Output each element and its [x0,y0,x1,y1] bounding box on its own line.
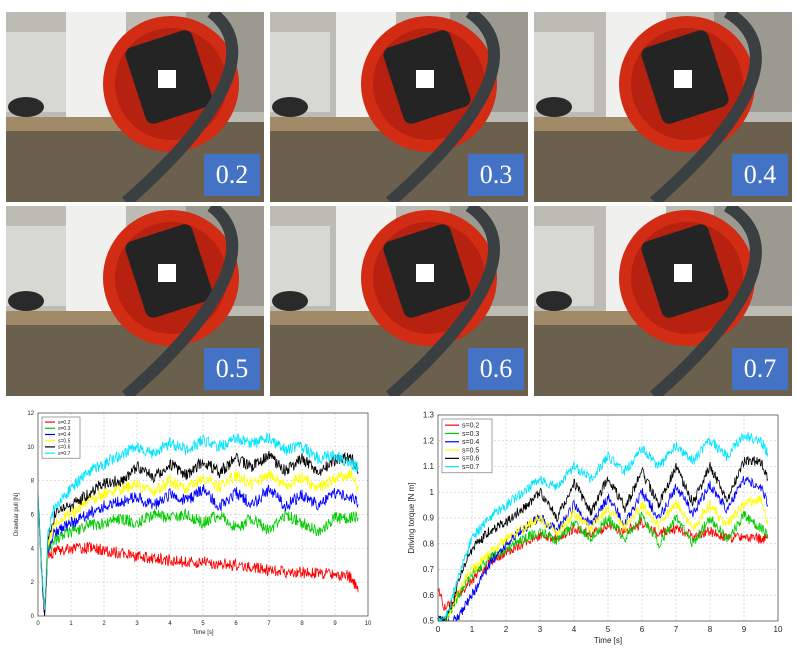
y-tick-label: 8 [31,479,35,485]
x-axis-label: Time [s] [192,630,213,636]
legend-label: s=0.6 [462,456,479,463]
x-tick-label: 2 [504,625,509,634]
x-tick-label: 3 [538,625,543,634]
legend-label: s=0.4 [58,432,71,438]
driving-torque-plot: 0 1 2 3 4 5 6 7 8 9 10 0.5 0.6 0.7 0.8 0.9 1 1.1 1.2 1.3 Tim… [407,411,783,645]
series-line-s=0.5 [437,494,769,622]
y-tick-label: 4 [31,546,35,552]
y-tick-label: 0.5 [423,617,435,626]
x-tick-label: 5 [201,621,205,627]
series-line-s=0.3 [437,510,769,622]
y-tick-label: 0.6 [423,591,435,600]
y-tick-label: 10 [27,445,34,451]
legend-label: s=0.7 [462,464,479,471]
x-tick-label: 4 [168,621,172,627]
experiment-photo: 0.6 [270,206,528,396]
x-tick-label: 1 [470,625,475,634]
axes-frame [437,414,779,622]
series-line-s=0.6 [437,455,769,622]
y-tick-label: 6 [31,513,35,519]
experiment-photo: 0.7 [534,206,792,396]
experiment-photo: 0.4 [534,12,792,202]
x-axis-label: Time [s] [594,636,622,645]
slip-ratio-label: 0.7 [732,348,788,390]
x-tick-label: 8 [300,621,304,627]
axes-frame [37,412,369,617]
drawbar-pull-chart: 0 1 2 3 4 5 6 7 8 9 10 0 2 4 6 8 10 12 Time [s] Drawbar pul… [8,405,388,645]
legend-box [441,418,493,474]
x-tick-label: 7 [674,625,679,634]
y-tick-label: 12 [27,411,34,417]
x-tick-label: 0 [36,621,40,627]
x-tick-label: 5 [606,625,611,634]
y-tick-label: 1 [430,488,435,497]
x-tick-label: 6 [234,621,238,627]
x-tick-label: 8 [708,625,713,634]
legend-label: s=0.2 [462,422,479,429]
y-tick-label: 1.3 [423,411,435,420]
x-tick-label: 0 [436,625,441,634]
y-tick-label: 1.2 [423,436,435,445]
series-line-s=0.4 [37,484,359,617]
y-tick-label: 0.9 [423,514,435,523]
series-line-s=0.3 [37,502,359,617]
x-tick-label: 9 [333,621,337,627]
legend-label: s=0.4 [462,439,479,446]
slip-ratio-label: 0.6 [468,348,524,390]
experiment-photo: 0.5 [6,206,264,396]
legend-label: s=0.2 [58,420,71,426]
slip-ratio-label: 0.2 [204,154,260,196]
x-tick-label: 9 [742,625,747,634]
x-tick-label: 4 [572,625,577,634]
y-axis-label: Driving torque [N m] [408,482,416,553]
legend-label: s=0.3 [462,431,479,438]
y-axis-label: Drawbar pull [N] [14,493,20,536]
legend-label: s=0.7 [58,451,71,457]
x-tick-label: 2 [102,621,106,627]
legend-label: s=0.6 [58,445,71,451]
x-tick-label: 10 [774,625,783,634]
slip-ratio-label: 0.5 [204,348,260,390]
series-line-s=0.2 [37,503,359,613]
y-tick-label: 2 [31,580,35,586]
y-tick-label: 0 [31,614,35,620]
slip-ratio-label: 0.4 [732,154,788,196]
legend-label: s=0.5 [462,447,479,454]
driving-torque-chart: 0 1 2 3 4 5 6 7 8 9 10 0.5 0.6 0.7 0.8 0.9 1 1.1 1.2 1.3 Tim… [407,405,794,645]
legend-label: s=0.3 [58,426,71,432]
experiment-photo: 0.3 [270,12,528,202]
y-tick-label: 0.7 [423,565,435,574]
series-line-s=0.5 [37,469,359,611]
x-tick-label: 10 [365,621,372,627]
y-tick-label: 1.1 [423,462,435,471]
series-line-s=0.7 [437,431,769,623]
y-tick-label: 0.8 [423,539,435,548]
x-tick-label: 6 [640,625,645,634]
legend-label: s=0.5 [58,438,71,444]
x-tick-label: 7 [267,621,271,627]
series-line-s=0.6 [37,450,359,617]
slip-ratio-label: 0.3 [468,154,524,196]
legend-box [41,416,81,459]
x-tick-label: 3 [135,621,139,627]
x-tick-label: 1 [69,621,73,627]
experiment-photo: 0.2 [6,12,264,202]
series-line-s=0.4 [437,476,769,622]
series-line-s=0.7 [37,432,359,611]
